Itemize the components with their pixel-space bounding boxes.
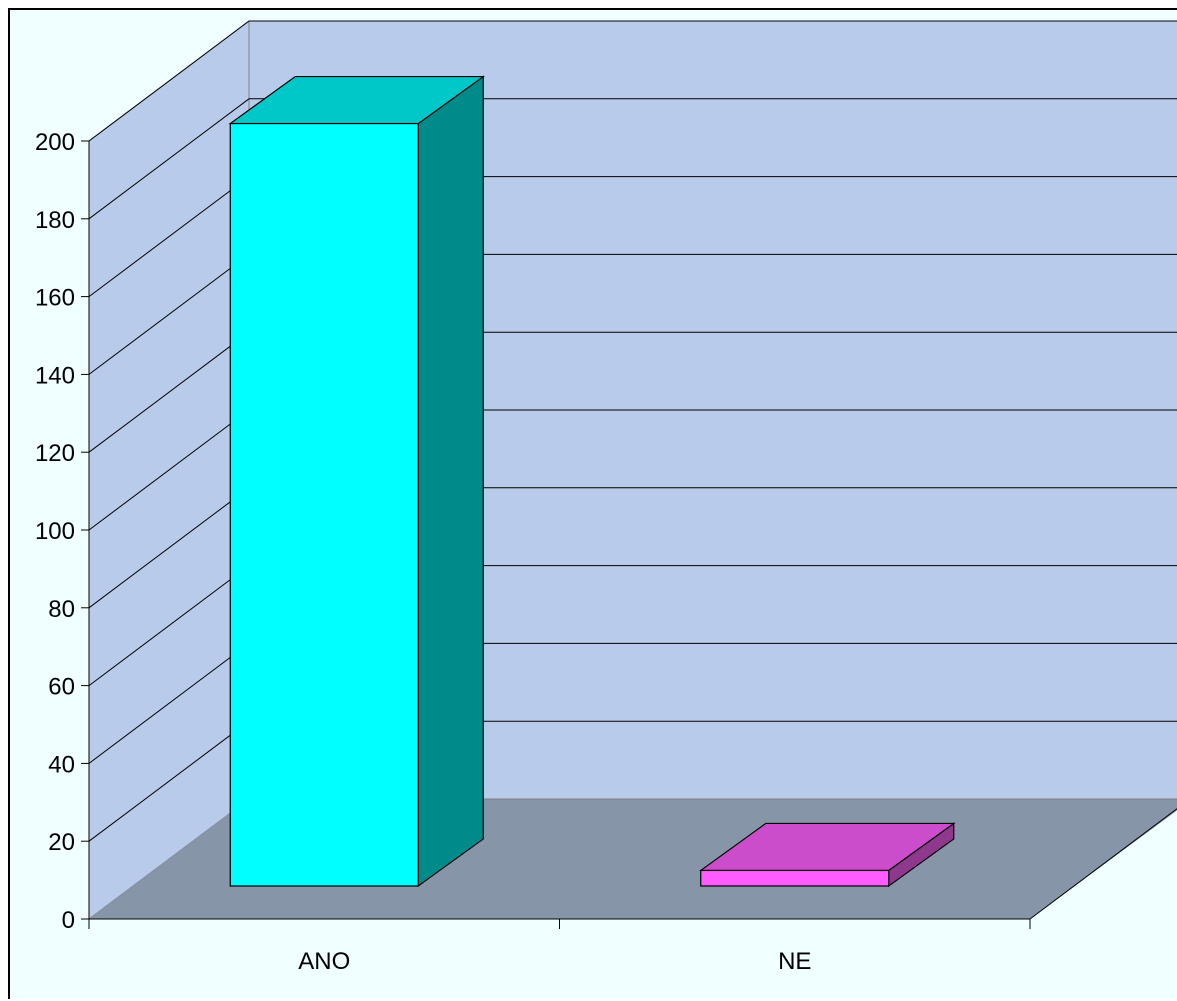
gridline-side <box>88 253 250 375</box>
bar-ano <box>228 75 486 888</box>
y-tick-label: 40 <box>48 751 75 778</box>
gridline-side <box>88 487 250 609</box>
y-tick-label: 160 <box>35 285 75 312</box>
chart-frame: 0 20 40 60 80 100 120 140 160 180 200 ANO NE <box>8 8 1177 999</box>
y-tick-label: 20 <box>48 829 75 856</box>
bar-side <box>417 75 484 888</box>
y-tick-label: 0 <box>62 907 75 934</box>
gridline-side <box>88 176 250 298</box>
bar-ne <box>698 822 956 888</box>
y-tick-label: 80 <box>48 596 75 623</box>
gridline-side <box>88 409 250 531</box>
bar-front <box>700 869 890 887</box>
y-tick-label: 140 <box>35 362 75 389</box>
bar-front <box>229 122 419 887</box>
y-tick-label: 120 <box>35 440 75 467</box>
gridline-side <box>88 98 250 220</box>
y-tick-label: 60 <box>48 674 75 701</box>
y-tick-label: 180 <box>35 207 75 234</box>
gridline-side <box>88 565 250 686</box>
x-tick-label: ANO <box>298 948 350 975</box>
bar-chart: 0 20 40 60 80 100 120 140 160 180 200 ANO NE <box>35 20 1177 975</box>
y-tick-label: 200 <box>35 129 75 156</box>
gridline-side <box>88 720 250 842</box>
y-tick-label: 100 <box>35 518 75 545</box>
x-tick-label: NE <box>778 948 811 975</box>
floor-edge <box>1029 808 1177 920</box>
gridline-side <box>88 20 250 142</box>
gridline-side <box>88 331 250 453</box>
gridline-side <box>88 643 250 764</box>
